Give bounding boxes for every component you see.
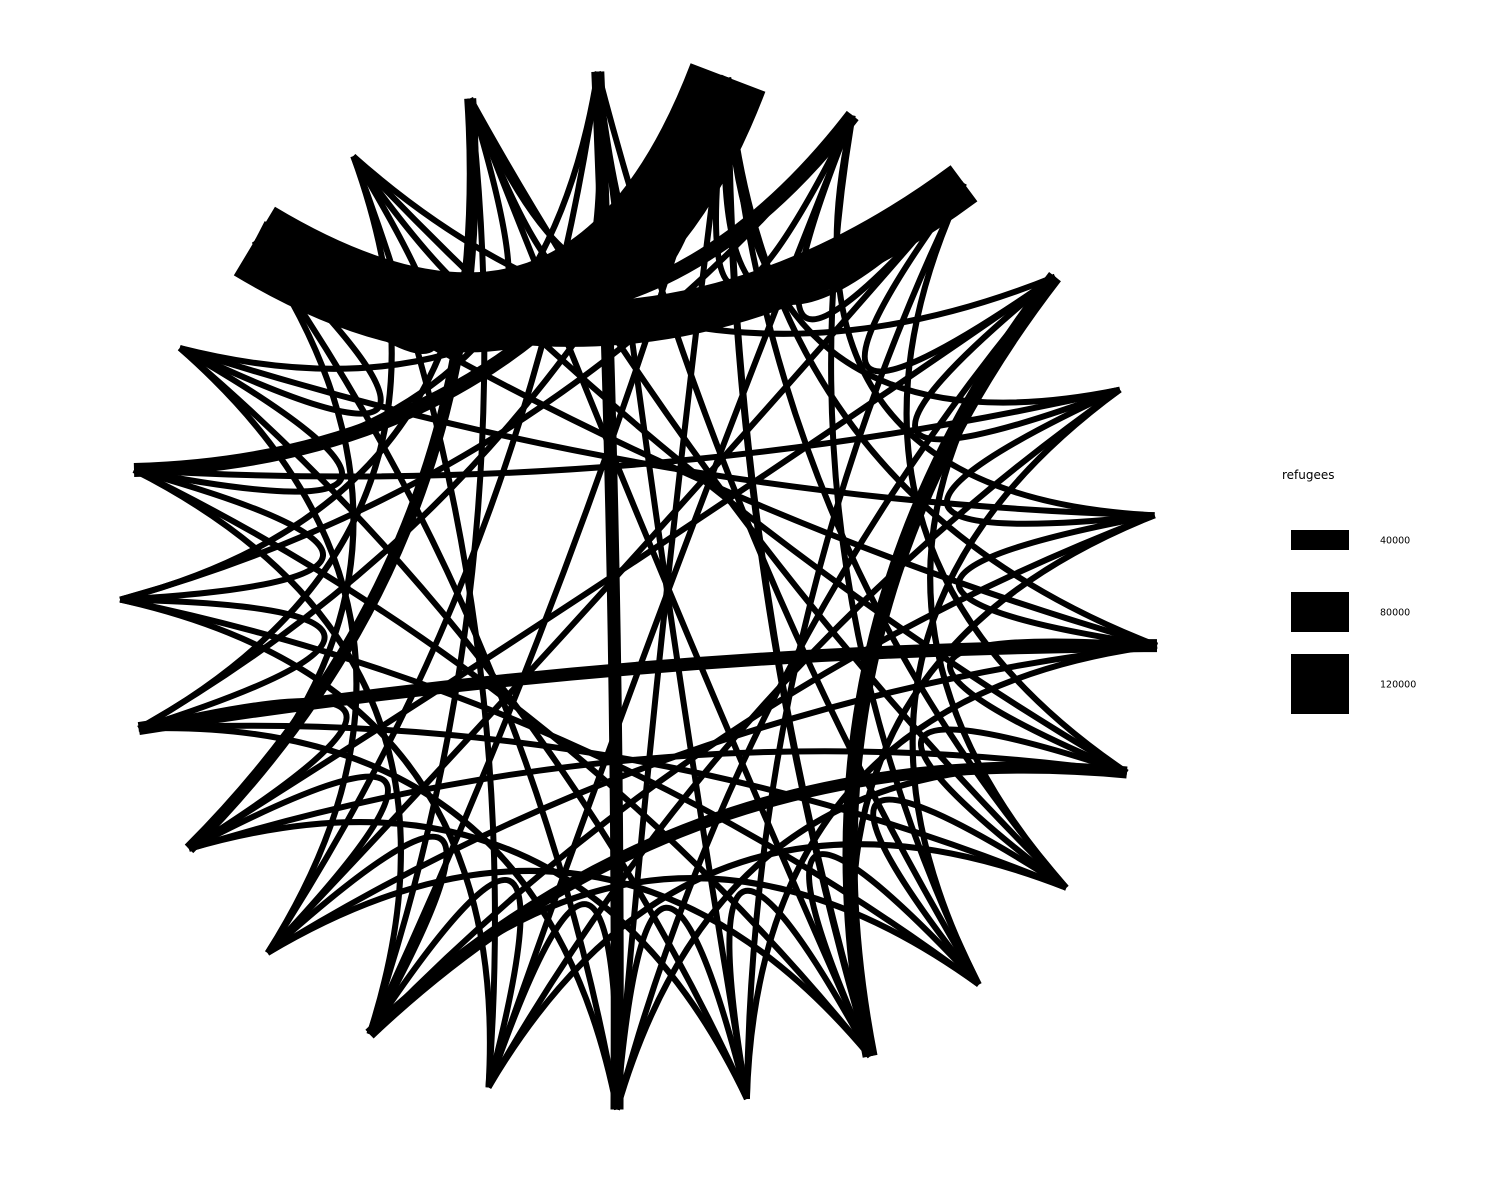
flow-link-n9-n14 [485,841,1068,1089]
flow-link-n18-n19 [120,596,328,732]
flow-link-n22-n3 [244,165,978,347]
flow-link-n15-n24 [366,98,488,1036]
flow-link-n8-n17 [188,748,1128,852]
legend-swatch-2 [1291,592,1349,632]
flow-link-n15-n16 [265,833,450,1036]
flow-link-n3-n12 [743,181,967,1099]
flow-link-n4-n11 [842,272,1061,1058]
flow-link-n6-n7 [956,512,1158,649]
flow-link-n1-n9 [725,77,1069,890]
flow-link-n11-n20 [132,467,873,1059]
flow-link-n14-n19 [119,596,493,1088]
flow-link-n7-n18 [137,639,1158,736]
flow-link-n13-n18 [138,725,620,1111]
legend-swatch-1 [1291,530,1349,550]
flow-link-n12-n17 [188,819,750,1101]
flow-link-n1-n11 [724,77,874,1058]
flow-link-n5-n14 [485,387,1122,1089]
flow-link-n6-n15 [367,512,1156,1037]
flow-link-n8-n15 [365,761,1128,1039]
flow-link-n9-n24 [467,97,1069,890]
flow-link-n7-n16 [266,642,1158,956]
flow-link-n14-n15 [366,877,524,1089]
legend-swatch-3 [1291,654,1349,714]
legend: refugees 40000 80000 120000 [1282,468,1416,714]
flow-link-n1-n7 [725,77,1159,649]
flow-link-n5-n20 [133,386,1121,480]
flow-link-n12-n21 [177,345,750,1101]
flow-link-n17-n24 [184,98,479,854]
legend-label-1: 40000 [1380,536,1410,547]
flow-link-n6-n21 [178,345,1155,519]
flow-links [119,63,1159,1111]
flow-link-n16-n17 [187,773,391,955]
flow-link-n13-n22 [251,239,620,1111]
flow-link-n20-n21 [133,345,346,495]
flow-link-n4-n17 [187,274,1057,852]
legend-label-3: 120000 [1380,680,1416,691]
flow-link-n19-n20 [119,467,326,603]
flow-link-n10-n19 [119,596,981,987]
flow-link-n12-n13 [614,904,750,1110]
legend-label-2: 80000 [1380,608,1410,619]
flow-link-n8-n23 [351,154,1129,776]
flow-link-n4-n13 [614,274,1058,1111]
legend-title: refugees [1282,468,1335,482]
legend-items: 40000 80000 120000 [1291,530,1416,714]
flow-link-n16-n25 [265,71,601,955]
